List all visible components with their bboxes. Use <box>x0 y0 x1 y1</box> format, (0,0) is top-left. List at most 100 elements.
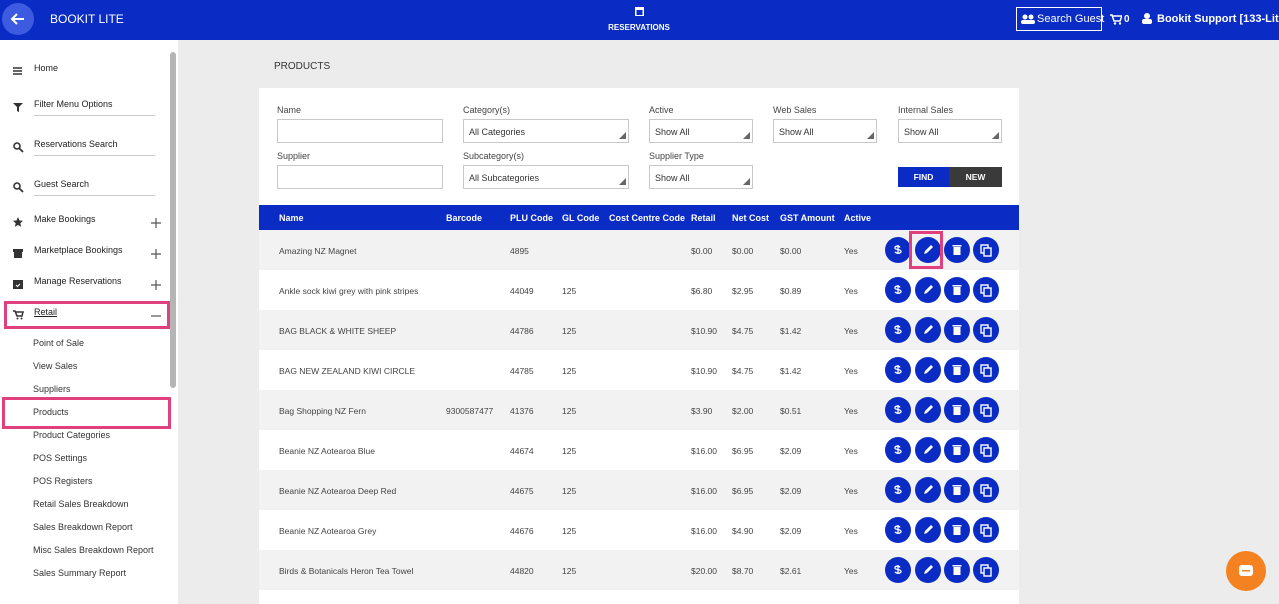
delete-button[interactable] <box>944 517 970 543</box>
chat-button[interactable] <box>1226 551 1266 591</box>
menu-item[interactable]: Guest Search <box>34 179 90 189</box>
menu-item[interactable]: Filter Menu Options <box>34 99 113 109</box>
table-cell: BAG BLACK & WHITE SHEEP <box>279 326 397 336</box>
delete-button[interactable] <box>944 317 970 343</box>
price-button[interactable] <box>885 437 911 463</box>
table-cell: $1.42 <box>780 366 802 376</box>
table-cell: $6.80 <box>691 286 713 296</box>
submenu-item[interactable]: POS Registers <box>33 476 93 486</box>
table-cell: 41376 <box>510 406 534 416</box>
submenu-item[interactable]: Product Categories <box>33 430 111 440</box>
menu-item[interactable]: Marketplace Bookings <box>34 245 123 255</box>
table-cell: $0.89 <box>780 286 802 296</box>
filter-select[interactable]: All Subcategories <box>463 165 629 189</box>
delete-button[interactable] <box>944 477 970 503</box>
copy-button[interactable] <box>973 277 999 303</box>
price-button[interactable] <box>885 317 911 343</box>
table-cell: Yes <box>844 286 858 296</box>
new-button[interactable]: NEW <box>949 167 1002 187</box>
delete-button[interactable] <box>944 237 970 263</box>
copy-button[interactable] <box>973 317 999 343</box>
table-cell: $4.90 <box>732 526 754 536</box>
menu-item[interactable]: Manage Reservations <box>34 276 122 286</box>
edit-button[interactable] <box>915 237 941 263</box>
filter-label: Supplier Type <box>649 151 704 161</box>
price-button[interactable] <box>885 477 911 503</box>
table-cell: $1.42 <box>780 326 802 336</box>
delete-button[interactable] <box>944 277 970 303</box>
filter-select[interactable]: Show All <box>898 119 1002 143</box>
submenu-item[interactable]: Sales Summary Report <box>33 568 127 578</box>
price-button[interactable] <box>885 237 911 263</box>
table-cell: Yes <box>844 366 858 376</box>
edit-button[interactable] <box>915 477 941 503</box>
submenu-item[interactable]: POS Settings <box>33 453 88 463</box>
price-button[interactable] <box>885 357 911 383</box>
select-arrow <box>619 178 626 185</box>
submenu-item[interactable]: Sales Breakdown Report <box>33 522 133 532</box>
price-button[interactable] <box>885 517 911 543</box>
filter-input[interactable] <box>277 165 443 189</box>
copy-button[interactable] <box>973 397 999 423</box>
edit-button[interactable] <box>915 317 941 343</box>
filter-input[interactable] <box>277 119 443 143</box>
table-cell: $2.00 <box>732 406 754 416</box>
filter-select[interactable]: All Categories <box>463 119 629 143</box>
menu-icon <box>13 180 24 198</box>
price-button[interactable] <box>885 277 911 303</box>
table-cell: $2.09 <box>780 446 802 456</box>
menu-item[interactable]: Reservations Search <box>34 139 118 149</box>
copy-button[interactable] <box>973 237 999 263</box>
edit-button[interactable] <box>915 557 941 583</box>
submenu-item[interactable]: Suppliers <box>33 384 71 394</box>
edit-button[interactable] <box>915 397 941 423</box>
filter-select[interactable]: Show All <box>649 165 753 189</box>
table-cell: Beanie NZ Aotearoa Blue <box>279 446 375 456</box>
table-cell: $6.95 <box>732 486 754 496</box>
table-cell: Bag Shopping NZ Fern <box>279 406 366 416</box>
menu-item[interactable]: Retail <box>34 307 58 317</box>
edit-button[interactable] <box>915 517 941 543</box>
table-cell: $0.00 <box>691 246 713 256</box>
column-header: Cost Centre Code <box>609 213 686 223</box>
submenu-item[interactable]: View Sales <box>33 361 78 371</box>
menu-item[interactable]: Home <box>34 63 59 73</box>
find-button[interactable]: FIND <box>898 167 949 187</box>
cart-icon <box>1110 14 1122 25</box>
cart-count[interactable]: 0 <box>1124 14 1130 25</box>
menu-icon <box>13 64 24 82</box>
copy-button[interactable] <box>973 517 999 543</box>
edit-button[interactable] <box>915 437 941 463</box>
copy-button[interactable] <box>973 557 999 583</box>
submenu-item[interactable]: Misc Sales Breakdown Report <box>33 545 154 555</box>
delete-button[interactable] <box>944 557 970 583</box>
filter-select[interactable]: Show All <box>773 119 877 143</box>
table-cell: $0.51 <box>780 406 802 416</box>
copy-button[interactable] <box>973 437 999 463</box>
column-header: Net Cost <box>732 213 770 223</box>
menu-item[interactable]: Make Bookings <box>34 214 96 224</box>
copy-button[interactable] <box>973 357 999 383</box>
price-button[interactable] <box>885 397 911 423</box>
price-button[interactable] <box>885 557 911 583</box>
submenu-item[interactable]: Retail Sales Breakdown <box>33 499 129 509</box>
copy-button[interactable] <box>973 477 999 503</box>
edit-button[interactable] <box>915 357 941 383</box>
back-button[interactable] <box>2 3 34 35</box>
delete-button[interactable] <box>944 437 970 463</box>
delete-button[interactable] <box>944 397 970 423</box>
submenu-item[interactable]: Products <box>33 407 69 417</box>
edit-button[interactable] <box>915 277 941 303</box>
table-cell: Yes <box>844 246 858 256</box>
menu-icon <box>13 140 24 158</box>
section-title[interactable]: RESERVATIONS <box>608 23 670 32</box>
user-name[interactable]: Bookit Support [133-Lite] <box>1157 13 1279 25</box>
table-cell: $16.00 <box>691 526 717 536</box>
table-cell: $2.95 <box>732 286 754 296</box>
table-cell: Beanie NZ Aotearoa Grey <box>279 526 377 536</box>
menu-icon <box>13 246 24 264</box>
search-guest-button[interactable]: Search Guest <box>1016 7 1104 31</box>
filter-select[interactable]: Show All <box>649 119 753 143</box>
submenu-item[interactable]: Point of Sale <box>33 338 85 348</box>
delete-button[interactable] <box>944 357 970 383</box>
